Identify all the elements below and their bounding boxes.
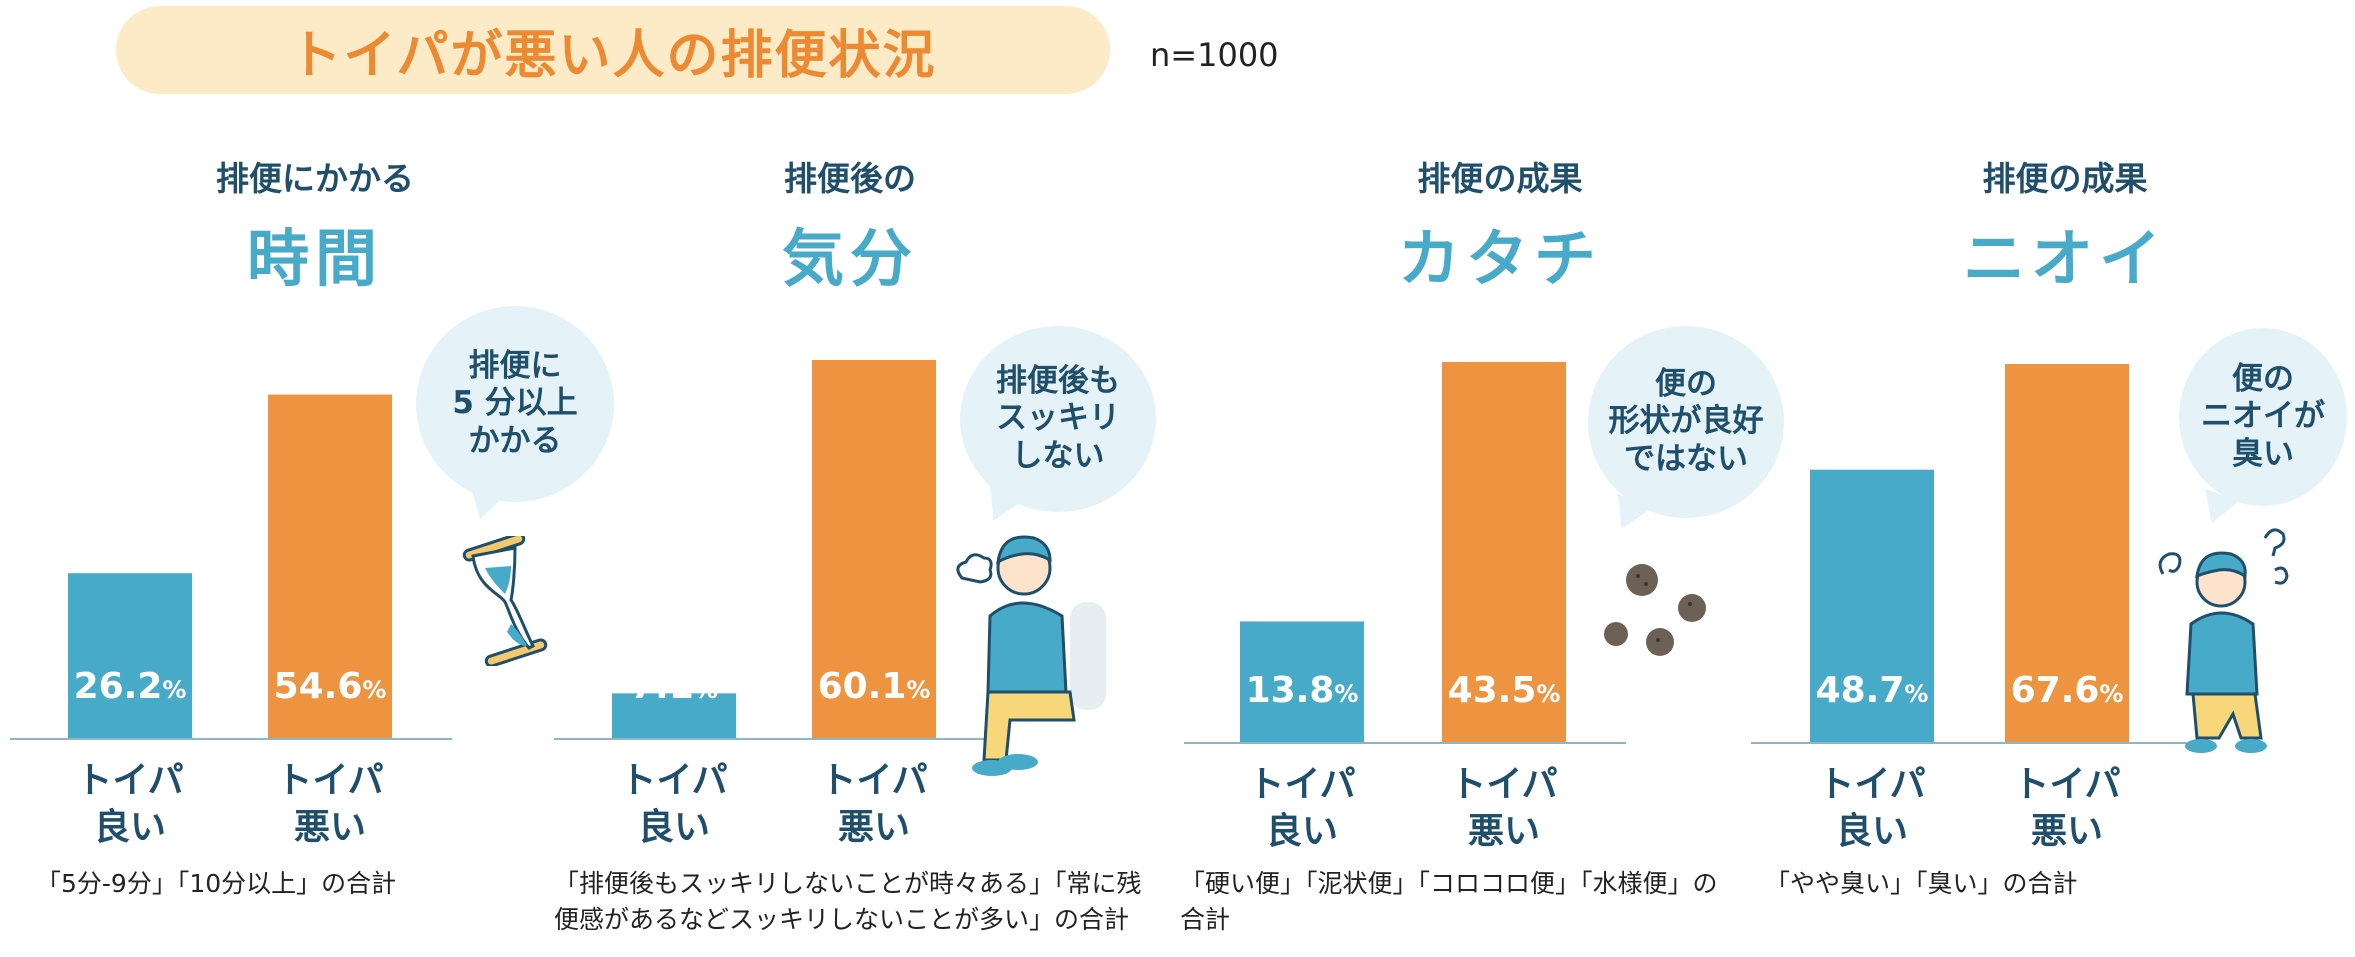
category-label-good: トイパ 良い: [76, 760, 184, 848]
bar-bad: [2005, 364, 2129, 742]
value-label-bad: 54.6%: [274, 666, 387, 707]
chart-title: 気分: [781, 222, 918, 295]
bar-bad: [268, 394, 392, 738]
chart-title: カタチ: [1397, 222, 1602, 295]
category-label-good: トイパ 良い: [620, 760, 728, 848]
chart-panel-odor: 排便の成果 ニオイ 48.7% 67.6% トイパ 良い トイパ 悪い 便の ニオ…: [1745, 0, 2347, 957]
speech-bubble: 排便に 5 分以上 かかる: [416, 306, 614, 502]
sample-size: n=1000: [1150, 36, 1279, 74]
category-label-bad: トイパ 悪い: [1450, 764, 1558, 852]
chart-title: 時間: [246, 222, 383, 295]
title-banner: トイパが悪い人の排便状況: [116, 6, 1110, 94]
bar-bad: [812, 360, 936, 738]
speech-bubble: 便の 形状が良好 ではない: [1588, 326, 1784, 518]
hourglass-icon: [462, 536, 548, 666]
bar-good: [1810, 469, 1934, 742]
bar-chart-time: 26.2% 54.6%: [10, 394, 452, 740]
bar-bad: [1442, 362, 1566, 742]
chart-kicker: 排便にかかる: [216, 159, 414, 198]
bar-chart-mood: 7.1% 60.1%: [554, 360, 992, 740]
footnote: 「硬い便」「泥状便」「コロコロ便」「水様便」の 合計: [1180, 869, 1718, 935]
speech-bubble: 排便後も スッキリ しない: [960, 326, 1156, 512]
stool-pellets-icon: [1604, 564, 1706, 656]
bar-good: [1240, 621, 1364, 742]
category-label-bad: トイパ 悪い: [820, 760, 928, 848]
footnote: 「排便後もスッキリしないことが時々ある」「常に残 便感があるなどスッキリしないこ…: [554, 869, 1142, 935]
value-label-good: 26.2%: [74, 666, 187, 707]
bar-good: [68, 573, 192, 738]
footnote: 「5分-9分」「10分以上」の合計: [36, 869, 397, 898]
bubble-text: 便の ニオイが 臭い: [2201, 361, 2325, 472]
category-label-bad: トイパ 悪い: [276, 760, 384, 848]
chart-title: ニオイ: [1962, 222, 2167, 295]
value-label-bad: 67.6%: [2011, 670, 2124, 711]
chart-panel-shape: 排便の成果 カタチ 13.8% 43.5% トイパ 良い トイパ 悪い 便の 形状…: [1180, 0, 1784, 957]
chart-kicker: 排便の成果: [1982, 159, 2148, 198]
category-label-bad: トイパ 悪い: [2013, 764, 2121, 852]
chart-kicker: 排便後の: [784, 159, 916, 198]
bubble-text: 排便後も スッキリ しない: [996, 363, 1120, 474]
bubble-text: 排便に 5 分以上 かかる: [452, 348, 578, 459]
person-on-toilet-icon: [956, 535, 1106, 776]
category-label-good: トイパ 良い: [1248, 764, 1356, 852]
value-label-good: 13.8%: [1246, 670, 1359, 711]
chart-panel-mood: 排便後の 気分 7.1% 60.1% トイパ 良い トイパ 悪い 排便後も スッキ…: [550, 0, 1156, 957]
value-label-good: 48.7%: [1816, 670, 1929, 711]
speech-bubble: 便の ニオイが 臭い: [2179, 328, 2347, 506]
value-label-bad: 60.1%: [818, 666, 931, 707]
bar-good: [612, 693, 736, 738]
bubble-text: 便の 形状が良好 ではない: [1608, 366, 1764, 477]
bar-chart-shape: 13.8% 43.5%: [1184, 362, 1626, 744]
value-label-good: 7.1%: [630, 666, 718, 707]
person-holding-nose-icon: [2158, 528, 2289, 753]
bar-chart-odor: 48.7% 67.6%: [1751, 364, 2187, 744]
category-label-good: トイパ 良い: [1818, 764, 1926, 852]
page-title: トイパが悪い人の排便状況: [289, 25, 937, 86]
chart-panel-time: 排便にかかる 時間 26.2% 54.6% トイパ 良い トイパ 悪い 排便に 5…: [0, 0, 620, 957]
footnote: 「やや臭い」「臭い」の合計: [1765, 869, 2078, 898]
chart-kicker: 排便の成果: [1417, 159, 1583, 198]
value-label-bad: 43.5%: [1448, 670, 1561, 711]
